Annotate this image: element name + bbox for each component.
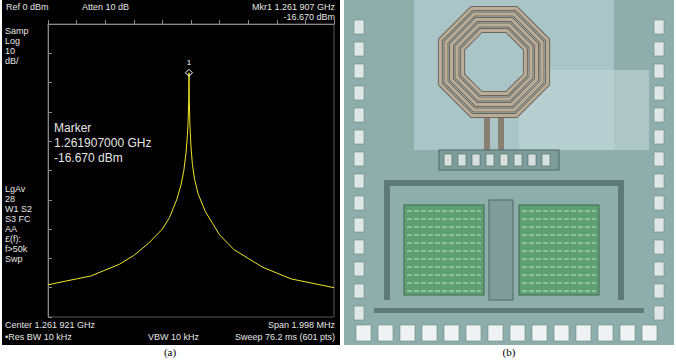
svg-text:Ref 0 dBm: Ref 0 dBm [6,2,49,12]
svg-text:Log: Log [5,36,20,46]
svg-text:f>50k: f>50k [5,244,28,254]
svg-text:Mkr1 1.261 907 GHz: Mkr1 1.261 907 GHz [252,2,336,12]
svg-text:W1 S2: W1 S2 [5,204,32,214]
svg-text:S3 FC: S3 FC [5,214,31,224]
svg-text:-16.670 dBm: -16.670 dBm [283,12,335,22]
svg-text:Span 1.998 MHz: Span 1.998 MHz [268,320,336,330]
svg-text:Sweep 76.2 ms (601 pts): Sweep 76.2 ms (601 pts) [235,332,335,342]
svg-text:1: 1 [187,58,192,67]
html-text:(b): (b) [502,346,516,358]
svg-text:Samp: Samp [5,26,29,36]
svg-text:£(f):: £(f): [5,234,21,244]
html-text:(a): (a) [163,346,177,358]
svg-text:-16.670 dBm: -16.670 dBm [54,151,123,165]
svg-text:Center 1.261 921 GHz: Center 1.261 921 GHz [5,320,96,330]
svg-text:VBW 10 kHz: VBW 10 kHz [148,332,200,342]
svg-text:Atten 10 dB: Atten 10 dB [82,2,129,12]
svg-text:•Res BW 10 kHz: •Res BW 10 kHz [5,332,72,342]
svg-text:Swp: Swp [5,254,23,264]
svg-text:dB/: dB/ [5,56,19,66]
svg-text:LgAv: LgAv [5,184,26,194]
svg-text:1.261907000 GHz: 1.261907000 GHz [54,136,151,150]
svg-text:10: 10 [5,46,15,56]
svg-text:28: 28 [5,194,15,204]
svg-text:AA: AA [5,224,17,234]
svg-text:Marker: Marker [54,121,91,135]
